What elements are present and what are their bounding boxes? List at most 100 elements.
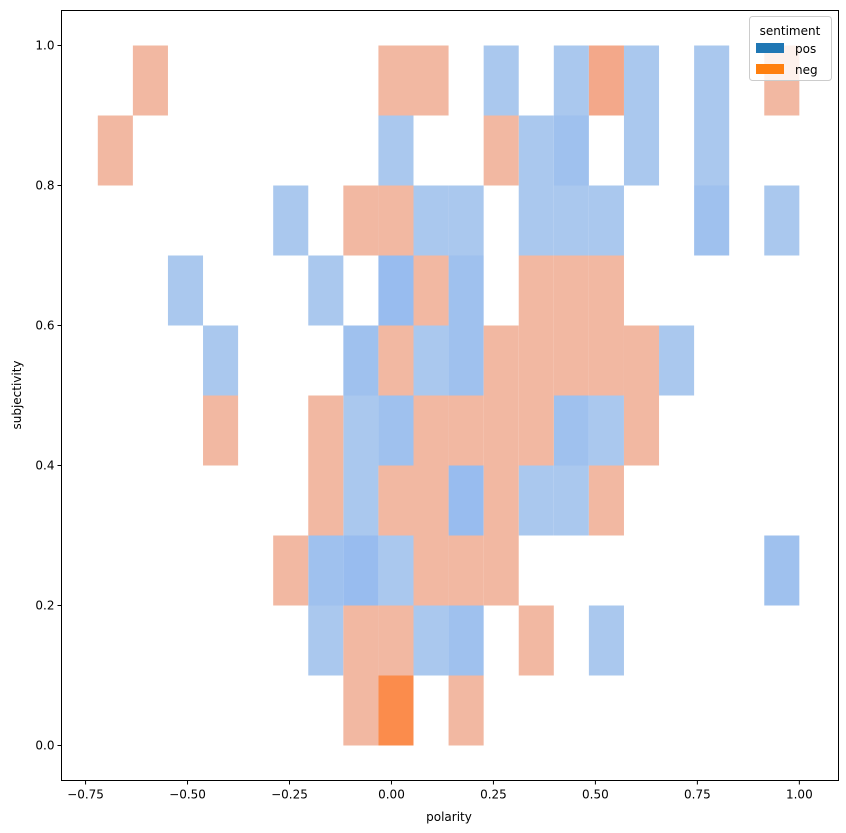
bin-neg	[553, 255, 589, 326]
legend: sentiment pos neg	[749, 16, 832, 81]
bin-pos	[553, 115, 589, 186]
legend-swatch-pos	[756, 43, 784, 53]
bin-neg	[518, 605, 554, 676]
bin-pos	[483, 45, 519, 116]
bin-neg	[343, 605, 379, 676]
bin-neg	[518, 395, 554, 466]
bin-neg	[483, 395, 519, 466]
bin-neg	[378, 325, 414, 396]
bin-neg	[308, 465, 344, 536]
bin-pos	[448, 255, 484, 326]
bin-neg	[378, 465, 414, 536]
bin-neg	[132, 45, 168, 116]
bin-neg	[378, 45, 414, 116]
bin-pos	[308, 255, 344, 326]
bin-pos	[448, 465, 484, 536]
bin-neg	[273, 535, 309, 606]
x-tick-label: 0.75	[684, 788, 711, 802]
bin-pos	[764, 185, 800, 256]
legend-label-pos: pos	[795, 42, 816, 56]
bin-pos	[553, 395, 589, 466]
x-axis: −0.75 −0.50 −0.25 0.00 0.25 0.50 0.75 1.00	[67, 780, 813, 802]
x-tick-label: −0.25	[271, 788, 308, 802]
bin-pos	[343, 395, 379, 466]
bin-neg	[203, 395, 239, 466]
bin-pos	[413, 325, 449, 396]
heatmap-cells	[97, 45, 800, 746]
bin-pos	[588, 395, 624, 466]
bin-neg	[343, 185, 379, 256]
bin-pos	[764, 535, 800, 606]
bin-pos	[553, 465, 589, 536]
bin-pos	[694, 185, 730, 256]
bin-pos	[343, 325, 379, 396]
y-tick-label: 0.0	[35, 739, 54, 753]
bin-pos	[659, 325, 695, 396]
x-tick-label: −0.50	[169, 788, 206, 802]
bin-pos	[623, 45, 660, 116]
bin-neg	[378, 605, 414, 676]
bin-pos	[448, 325, 484, 396]
bin-pos	[273, 185, 309, 256]
bin-pos	[167, 255, 204, 326]
bin-neg	[448, 395, 484, 466]
bin-neg	[413, 535, 449, 606]
bin-neg	[518, 325, 554, 396]
bin-neg	[97, 115, 133, 186]
bin-neg	[448, 535, 484, 606]
bin-pos	[203, 325, 239, 396]
bin-pos	[623, 115, 660, 186]
legend-label-neg: neg	[795, 63, 818, 77]
x-tick-label: 0.00	[378, 788, 405, 802]
bin-neg	[483, 465, 519, 536]
bin-neg	[378, 675, 414, 746]
bin-pos	[518, 185, 554, 256]
bin-neg	[413, 255, 449, 326]
y-tick-label: 0.4	[35, 459, 54, 473]
y-tick-label: 0.6	[35, 319, 54, 333]
bin-pos	[308, 535, 344, 606]
x-tick-label: 1.00	[786, 788, 813, 802]
bin-pos	[378, 255, 414, 326]
bin-pos	[553, 45, 589, 116]
y-tick-label: 1.0	[35, 39, 54, 53]
bin-pos	[378, 395, 414, 466]
bin-neg	[518, 255, 554, 326]
x-tick-label: 0.50	[582, 788, 609, 802]
bin-neg	[483, 325, 519, 396]
bin-pos	[448, 605, 484, 676]
y-tick-label: 0.2	[35, 599, 54, 613]
x-tick-label: 0.25	[480, 788, 507, 802]
bin-neg	[588, 325, 624, 396]
bin-pos	[343, 535, 379, 606]
bin-neg	[308, 395, 344, 466]
bin-neg	[588, 45, 624, 116]
bin-pos	[378, 535, 414, 606]
bin-pos	[413, 185, 449, 256]
x-axis-label: polarity	[426, 810, 472, 824]
bin-neg	[588, 255, 624, 326]
legend-swatch-neg	[756, 64, 784, 74]
bin-pos	[518, 465, 554, 536]
x-tick-label: −0.75	[67, 788, 104, 802]
plot-frame	[61, 10, 839, 781]
bin-pos	[694, 115, 730, 186]
bin-pos	[588, 185, 624, 256]
y-axis: 0.0 0.2 0.4 0.6 0.8 1.0	[35, 39, 62, 753]
bin-neg	[413, 395, 449, 466]
legend-title: sentiment	[760, 24, 821, 38]
y-axis-label: subjectivity	[10, 360, 24, 429]
bin-neg	[483, 115, 519, 186]
bin-pos	[518, 115, 554, 186]
bin-pos	[378, 115, 414, 186]
bin-pos	[553, 185, 589, 256]
y-tick-label: 0.8	[35, 179, 54, 193]
bin-pos	[413, 605, 449, 676]
bin-neg	[483, 535, 519, 606]
bin-neg	[413, 45, 449, 116]
bin-pos	[694, 45, 730, 116]
bin-pos	[308, 605, 344, 676]
bin-neg	[553, 325, 589, 396]
bin-pos	[343, 465, 379, 536]
